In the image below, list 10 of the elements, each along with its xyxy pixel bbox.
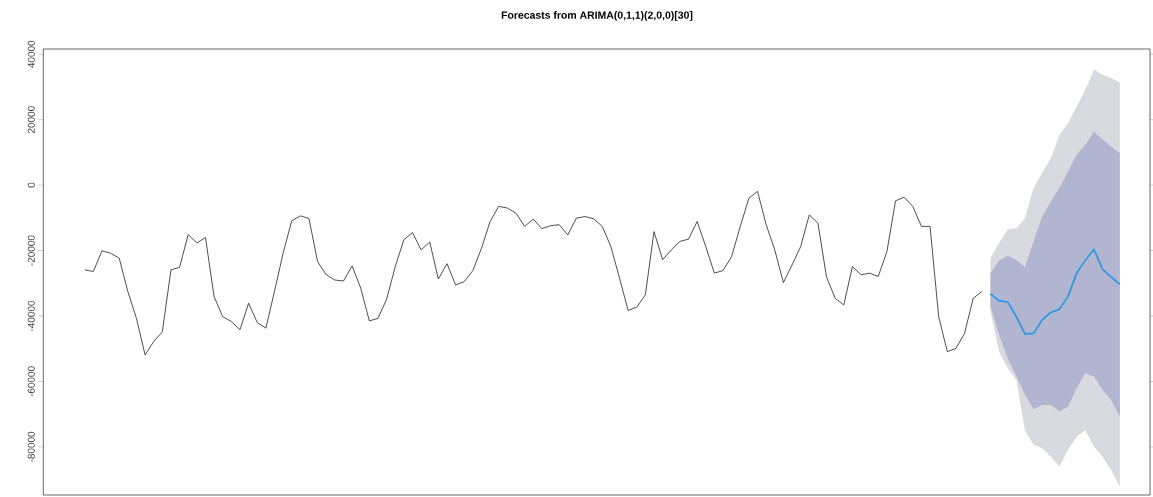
y-tick-label: -20000 xyxy=(27,235,35,266)
y-tick-label: 40000 xyxy=(27,40,35,68)
chart-title: Forecasts from ARIMA(0,1,1)(2,0,0)[30] xyxy=(501,11,693,21)
y-tick-label: -60000 xyxy=(27,366,35,397)
line-series xyxy=(989,248,1121,335)
line-series xyxy=(84,190,983,356)
y-tick-label: -40000 xyxy=(27,300,35,332)
y-tick-label: 20000 xyxy=(27,106,35,134)
y-tick-label: 0 xyxy=(27,182,35,188)
y-tick-label: -80000 xyxy=(27,431,35,462)
